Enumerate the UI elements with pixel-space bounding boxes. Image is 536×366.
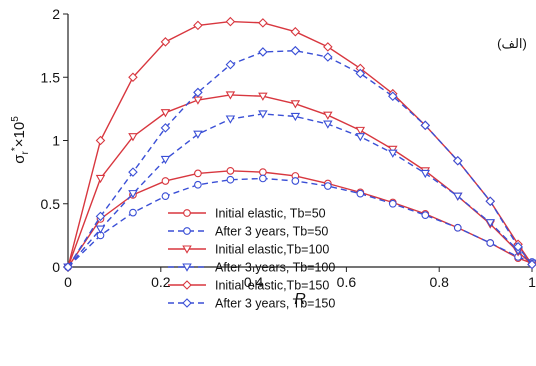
marker xyxy=(259,168,267,176)
marker xyxy=(225,91,236,100)
marker xyxy=(323,52,333,62)
marker xyxy=(323,42,333,52)
marker xyxy=(160,155,171,165)
y-tick-label: 0 xyxy=(52,259,60,275)
marker xyxy=(225,16,236,27)
x-axis-label: R xyxy=(294,291,306,308)
marker xyxy=(258,18,268,28)
marker xyxy=(258,92,268,101)
marker xyxy=(161,192,170,201)
y-label-part: ×10 xyxy=(11,122,28,147)
marker xyxy=(128,167,138,177)
marker xyxy=(355,68,366,79)
series-line xyxy=(67,49,533,268)
marker xyxy=(323,182,332,190)
marker xyxy=(388,91,398,102)
legend-label: After 3 years, Tb=50 xyxy=(215,225,328,239)
y-label-part: * xyxy=(10,147,21,151)
marker xyxy=(323,111,333,120)
legend-marker xyxy=(183,209,191,217)
marker xyxy=(226,167,235,175)
x-tick-label: 0.2 xyxy=(151,274,171,290)
marker xyxy=(485,196,496,206)
y-label-part: r xyxy=(20,151,31,155)
marker xyxy=(95,135,106,146)
annotation: (الف) xyxy=(497,36,527,51)
marker xyxy=(452,155,463,166)
y-tick-label: 0.5 xyxy=(41,196,61,212)
marker xyxy=(258,110,268,119)
y-axis-label: σr*×105 xyxy=(10,116,31,164)
marker xyxy=(128,133,138,142)
marker xyxy=(291,177,300,185)
marker xyxy=(193,20,203,31)
marker xyxy=(485,219,495,228)
marker xyxy=(258,47,268,57)
x-tick-label: 0 xyxy=(64,274,72,290)
y-tick-label: 1 xyxy=(52,133,60,149)
marker xyxy=(225,115,236,124)
y-tick-label: 2 xyxy=(52,6,60,22)
marker xyxy=(421,211,430,219)
marker xyxy=(513,241,523,252)
marker xyxy=(160,37,171,47)
marker xyxy=(453,192,463,201)
marker xyxy=(128,72,138,83)
legend-label: Initial elastic, Tb=50 xyxy=(215,207,326,221)
marker xyxy=(193,87,203,98)
marker xyxy=(226,175,235,184)
marker xyxy=(388,199,397,208)
x-tick-label: 1 xyxy=(528,274,536,290)
marker xyxy=(95,211,106,222)
marker xyxy=(290,45,301,56)
y-label-part: σ xyxy=(11,154,28,164)
x-tick-label: 0.8 xyxy=(429,274,449,290)
marker xyxy=(259,174,267,183)
legend-label: Initial elastic,Tb=150 xyxy=(215,279,329,293)
marker xyxy=(225,59,236,70)
marker xyxy=(290,100,301,109)
marker xyxy=(128,190,138,199)
marker xyxy=(420,120,431,131)
marker xyxy=(194,169,202,178)
marker xyxy=(95,225,106,234)
marker xyxy=(63,262,73,272)
marker xyxy=(95,174,106,184)
marker xyxy=(160,123,171,133)
x-tick-label: 0.6 xyxy=(337,274,357,290)
legend-label: After 3 years, Tb=150 xyxy=(215,297,335,311)
marker xyxy=(388,149,398,158)
legend-marker xyxy=(182,263,192,272)
marker xyxy=(129,208,137,217)
legend-marker xyxy=(183,227,191,235)
marker xyxy=(323,120,333,129)
marker xyxy=(486,239,495,247)
marker xyxy=(420,169,431,179)
marker xyxy=(290,112,301,122)
marker xyxy=(355,133,366,142)
legend-marker xyxy=(182,298,192,308)
series-line xyxy=(67,177,533,268)
y-label-part: 5 xyxy=(10,116,21,122)
legend-label: After 3 years, Tb=100 xyxy=(215,261,335,275)
series-line xyxy=(67,94,533,268)
marker xyxy=(356,189,365,198)
marker xyxy=(355,126,366,136)
marker xyxy=(527,259,536,270)
legend-label: Initial elastic,Tb=100 xyxy=(215,243,329,257)
series-line xyxy=(67,113,533,268)
marker xyxy=(161,177,170,185)
marker xyxy=(453,223,462,232)
legend-marker xyxy=(182,245,192,254)
legend-marker xyxy=(182,280,192,290)
marker xyxy=(193,130,203,139)
marker xyxy=(290,26,301,37)
y-tick-label: 1.5 xyxy=(41,69,61,85)
x-tick-label: 0.4 xyxy=(244,274,264,290)
marker xyxy=(194,180,202,189)
marker xyxy=(160,109,171,118)
